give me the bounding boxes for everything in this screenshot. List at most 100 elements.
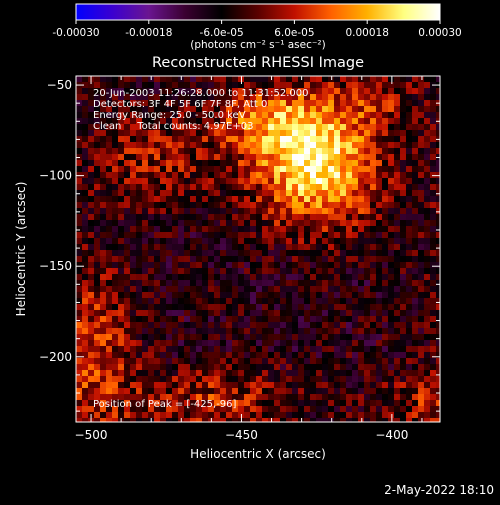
heatmap-cell (256, 376, 262, 382)
heatmap-cell (202, 196, 208, 202)
heatmap-cell (310, 166, 316, 172)
heatmap-cell (184, 142, 190, 148)
heatmap-cell (430, 418, 436, 422)
heatmap-cell (88, 322, 94, 328)
heatmap-cell (244, 172, 250, 178)
heatmap-cell (424, 100, 430, 106)
heatmap-cell (154, 94, 160, 100)
heatmap-cell (430, 382, 436, 388)
heatmap-cell (316, 406, 322, 412)
heatmap-cell (88, 328, 94, 334)
heatmap-cell (352, 82, 358, 88)
heatmap-cell (214, 160, 220, 166)
info-time-range: 20-Jun-2003 11:26:28.000 to 11:31:52.000 (93, 88, 309, 99)
heatmap-cell (112, 406, 118, 412)
heatmap-cell (202, 166, 208, 172)
heatmap-cell (130, 340, 136, 346)
heatmap-cell (118, 280, 124, 286)
heatmap-cell (304, 358, 310, 364)
heatmap-cell (412, 310, 418, 316)
heatmap-cell (136, 376, 142, 382)
heatmap-cell (376, 268, 382, 274)
heatmap-cell (148, 106, 154, 112)
heatmap-cell (220, 238, 226, 244)
heatmap-cell (346, 376, 352, 382)
heatmap-cell (274, 412, 280, 418)
heatmap-cell (418, 220, 424, 226)
heatmap-cell (238, 130, 244, 136)
heatmap-cell (136, 184, 142, 190)
heatmap-cell (160, 208, 166, 214)
heatmap-cell (310, 352, 316, 358)
heatmap-cell (256, 364, 262, 370)
heatmap-cell (202, 214, 208, 220)
heatmap-cell (124, 418, 130, 422)
heatmap-cell (226, 394, 232, 400)
heatmap-cell (220, 298, 226, 304)
heatmap-cell (94, 124, 100, 130)
heatmap-cell (340, 346, 346, 352)
heatmap-cell (118, 304, 124, 310)
heatmap-cell (280, 358, 286, 364)
heatmap-cell (376, 286, 382, 292)
heatmap-cell (298, 262, 304, 268)
heatmap-cell (256, 274, 262, 280)
heatmap-cell (394, 376, 400, 382)
heatmap-cell (130, 142, 136, 148)
heatmap-cell (202, 130, 208, 136)
heatmap-cell (280, 238, 286, 244)
heatmap-cell (286, 214, 292, 220)
heatmap-cell (226, 346, 232, 352)
heatmap-cell (94, 370, 100, 376)
heatmap-cell (334, 238, 340, 244)
heatmap-cell (130, 364, 136, 370)
heatmap-cell (172, 322, 178, 328)
heatmap-cell (154, 394, 160, 400)
heatmap-cell (190, 352, 196, 358)
heatmap-cell (286, 370, 292, 376)
heatmap-cell (388, 184, 394, 190)
heatmap-cell (112, 340, 118, 346)
axes: −500−450−400−350−200−150−100−50 (39, 76, 440, 442)
heatmap-cell (382, 364, 388, 370)
heatmap-cell (376, 214, 382, 220)
heatmap-cell (316, 334, 322, 340)
heatmap-cell (400, 376, 406, 382)
heatmap-cell (118, 160, 124, 166)
heatmap-cell (190, 202, 196, 208)
heatmap-cell (112, 292, 118, 298)
heatmap-cell (106, 100, 112, 106)
heatmap-cell (178, 250, 184, 256)
heatmap-cell (220, 208, 226, 214)
heatmap-cell (412, 376, 418, 382)
y-tick-label: −150 (39, 259, 72, 273)
heatmap-cell (292, 106, 298, 112)
heatmap-cell (112, 328, 118, 334)
heatmap-cell (154, 130, 160, 136)
heatmap-cell (394, 142, 400, 148)
heatmap-cell (94, 148, 100, 154)
heatmap-cell (184, 262, 190, 268)
heatmap-cell (196, 328, 202, 334)
heatmap-cell (436, 232, 440, 238)
heatmap-cell (430, 220, 436, 226)
heatmap-cell (268, 310, 274, 316)
heatmap-cell (280, 250, 286, 256)
heatmap-cell (364, 88, 370, 94)
heatmap-cell (316, 376, 322, 382)
heatmap-cell (382, 262, 388, 268)
heatmap-cell (280, 106, 286, 112)
heatmap-cell (376, 322, 382, 328)
heatmap-cell (214, 154, 220, 160)
heatmap-cell (184, 256, 190, 262)
heatmap-cell (346, 400, 352, 406)
heatmap-cell (202, 82, 208, 88)
heatmap-cell (208, 262, 214, 268)
heatmap-cell (130, 172, 136, 178)
heatmap-cell (208, 250, 214, 256)
heatmap-cell (196, 316, 202, 322)
heatmap-cell (310, 136, 316, 142)
heatmap-cell (358, 226, 364, 232)
heatmap-cell (304, 136, 310, 142)
heatmap-cell (310, 328, 316, 334)
